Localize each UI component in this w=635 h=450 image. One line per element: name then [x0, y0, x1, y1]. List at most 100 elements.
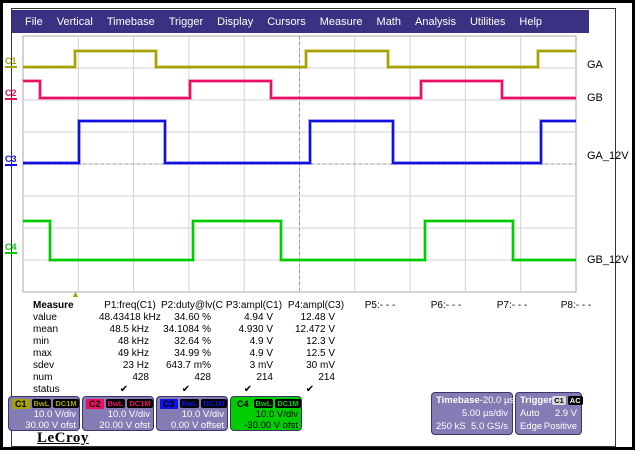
- trigger-source-badge: C1: [552, 396, 566, 405]
- measure-status-p5: [347, 384, 413, 396]
- measure-num-p2: 428: [194, 372, 211, 383]
- trace-GA_12V[interactable]: [23, 119, 576, 165]
- measure-col-header-p8[interactable]: P8:- - -: [560, 300, 592, 311]
- channel-box-c3[interactable]: C3 BwL DC1M 10.0 V/div 0.00 V offset: [156, 396, 228, 431]
- menu-item-cursors[interactable]: Cursors: [267, 15, 306, 28]
- signal-label-ga: GA: [587, 59, 603, 71]
- trigger-panel[interactable]: Trigger C1 AC Auto 2.9 V Edge Positive: [515, 392, 583, 435]
- timebase-panel[interactable]: Timebase -20.0 µs 5.00 µs/div 250 kS 5.0…: [431, 392, 514, 435]
- channel-volts-per-div: 10.0 V/div: [107, 409, 150, 420]
- channel-id-chip: C4: [237, 398, 249, 409]
- channel-zero-dash: [5, 252, 17, 254]
- bandwidth-limit-badge: BwL: [253, 399, 274, 408]
- measure-max-p6: [413, 348, 479, 360]
- channel-id-chip: C2: [86, 398, 104, 409]
- measure-num-p1: 428: [132, 372, 149, 383]
- trace-GB[interactable]: [23, 79, 576, 100]
- measure-min-p5: [347, 336, 413, 348]
- measure-value-p8: [545, 312, 607, 324]
- channel-volts-per-div: 10.0 V/div: [255, 409, 298, 420]
- measure-mean-p4: 12.472 V: [294, 324, 335, 335]
- signal-label-gb_12v: GB_12V: [587, 254, 629, 266]
- timebase-per-div: 5.00 µs/div: [461, 408, 508, 419]
- measure-mean-p3: 4.930 V: [238, 324, 273, 335]
- menu-item-trigger[interactable]: Trigger: [168, 15, 204, 28]
- waveform-plot: [22, 35, 577, 293]
- measure-min-p8: [545, 336, 607, 348]
- menu-item-math[interactable]: Math: [376, 15, 401, 28]
- channel-marker-c2[interactable]: C2: [5, 88, 17, 100]
- measure-min-p1: 48 kHz: [117, 336, 149, 347]
- channel-volts-per-div: 10.0 V/div: [181, 409, 224, 420]
- menu-item-measure[interactable]: Measure: [319, 15, 363, 28]
- measure-max-p8: [545, 348, 607, 360]
- measure-value-p6: [413, 312, 479, 324]
- measure-row-label-max: max: [33, 348, 52, 359]
- measure-max-p4: 12.5 V: [306, 348, 335, 359]
- measure-mean-p1: 48.5 kHz: [109, 324, 149, 335]
- measure-title: Measure: [33, 300, 74, 311]
- measure-mean-p2: 34.1084 %: [163, 324, 211, 335]
- channel-box-c2[interactable]: C2 BwL DC1M 10.0 V/div 20.00 V ofst: [82, 396, 154, 431]
- trigger-mode: Auto: [520, 408, 540, 419]
- measure-row-label-value: value: [33, 312, 57, 323]
- menu-item-display[interactable]: Display: [217, 15, 254, 28]
- measure-value-p7: [479, 312, 545, 324]
- measure-value-p5: [347, 312, 413, 324]
- channel-offset: 30.00 V ofst: [25, 420, 76, 431]
- measure-sdev-p8: [545, 360, 607, 372]
- measure-sdev-p5: [347, 360, 413, 372]
- channel-marker-c4[interactable]: C4: [5, 242, 17, 254]
- trace-GB_12V[interactable]: [23, 219, 576, 262]
- menu-item-timebase[interactable]: Timebase: [106, 15, 155, 28]
- measure-sdev-p7: [479, 360, 545, 372]
- measure-min-p3: 4.9 V: [249, 336, 273, 347]
- trigger-level: 2.9 V: [554, 408, 577, 419]
- measure-col-header-p3[interactable]: P3:ampl(C1): [225, 300, 283, 311]
- measure-col-header-p1[interactable]: P1:freq(C1): [104, 300, 156, 311]
- measure-col-header-p7[interactable]: P7:- - -: [496, 300, 528, 311]
- measure-num-p3: 214: [256, 372, 273, 383]
- trigger-position-marker[interactable]: ▲: [71, 289, 80, 299]
- bandwidth-limit-badge: BwL: [31, 399, 52, 408]
- measure-mean-p6: [413, 324, 479, 336]
- measure-col-header-p5[interactable]: P5:- - -: [364, 300, 396, 311]
- measure-col-header-p2[interactable]: P2:duty@lv(C1): [161, 300, 223, 311]
- timebase-samples: 250 kS: [436, 421, 466, 432]
- measure-status-p2: ✔: [181, 384, 191, 395]
- menu-item-help[interactable]: Help: [519, 15, 543, 28]
- menu-item-analysis[interactable]: Analysis: [415, 15, 456, 28]
- channel-volts-per-div: 10.0 V/div: [33, 409, 76, 420]
- measure-max-p3: 4.9 V: [249, 348, 273, 359]
- measure-table: Measure P1:freq(C1) P2:duty@lv(C1)P3:ampl(…: [27, 300, 607, 396]
- channel-marker-c1[interactable]: C1: [5, 56, 17, 68]
- measure-min-p4: 12.3 V: [306, 336, 335, 347]
- measure-sdev-p6: [413, 360, 479, 372]
- channel-box-c4[interactable]: C4 BwL DC1M 10.0 V/div -30.00 V ofst: [230, 396, 302, 431]
- trigger-title: Trigger: [520, 395, 553, 406]
- measure-col-header-p4[interactable]: P4:ampl(C3): [287, 300, 345, 311]
- measure-value-p1: 48.43418 kHz: [99, 312, 161, 323]
- measure-value-p4: 12.48 V: [300, 312, 335, 323]
- measure-status-p1: ✔: [119, 384, 129, 395]
- menu-item-file[interactable]: File: [25, 15, 43, 28]
- measure-col-header-p6[interactable]: P6:- - -: [430, 300, 462, 311]
- channel-marker-c3[interactable]: C3: [5, 154, 17, 166]
- measure-num-p5: [347, 372, 413, 384]
- coupling-badge: DC1M: [127, 399, 153, 408]
- bandwidth-limit-badge: BwL: [105, 399, 126, 408]
- measure-value-p3: 4.94 V: [244, 312, 273, 323]
- measure-panel: Measure P1:freq(C1) P2:duty@lv(C1)P3:ampl(…: [27, 300, 607, 396]
- trigger-coupling-badge: AC: [567, 396, 583, 405]
- signal-label-ga_12v: GA_12V: [587, 150, 629, 162]
- coupling-badge: DC1M: [275, 399, 301, 408]
- bandwidth-limit-badge: BwL: [179, 399, 200, 408]
- measure-num-p7: [479, 372, 545, 384]
- menu-item-utilities[interactable]: Utilities: [469, 15, 506, 28]
- trace-GA[interactable]: [23, 49, 576, 69]
- measure-status-p3: ✔: [243, 384, 253, 395]
- menu-item-vertical[interactable]: Vertical: [56, 15, 93, 28]
- channel-box-c1[interactable]: C1 BwL DC1M 10.0 V/div 30.00 V ofst: [8, 396, 80, 431]
- coupling-badge: DC1M: [201, 399, 227, 408]
